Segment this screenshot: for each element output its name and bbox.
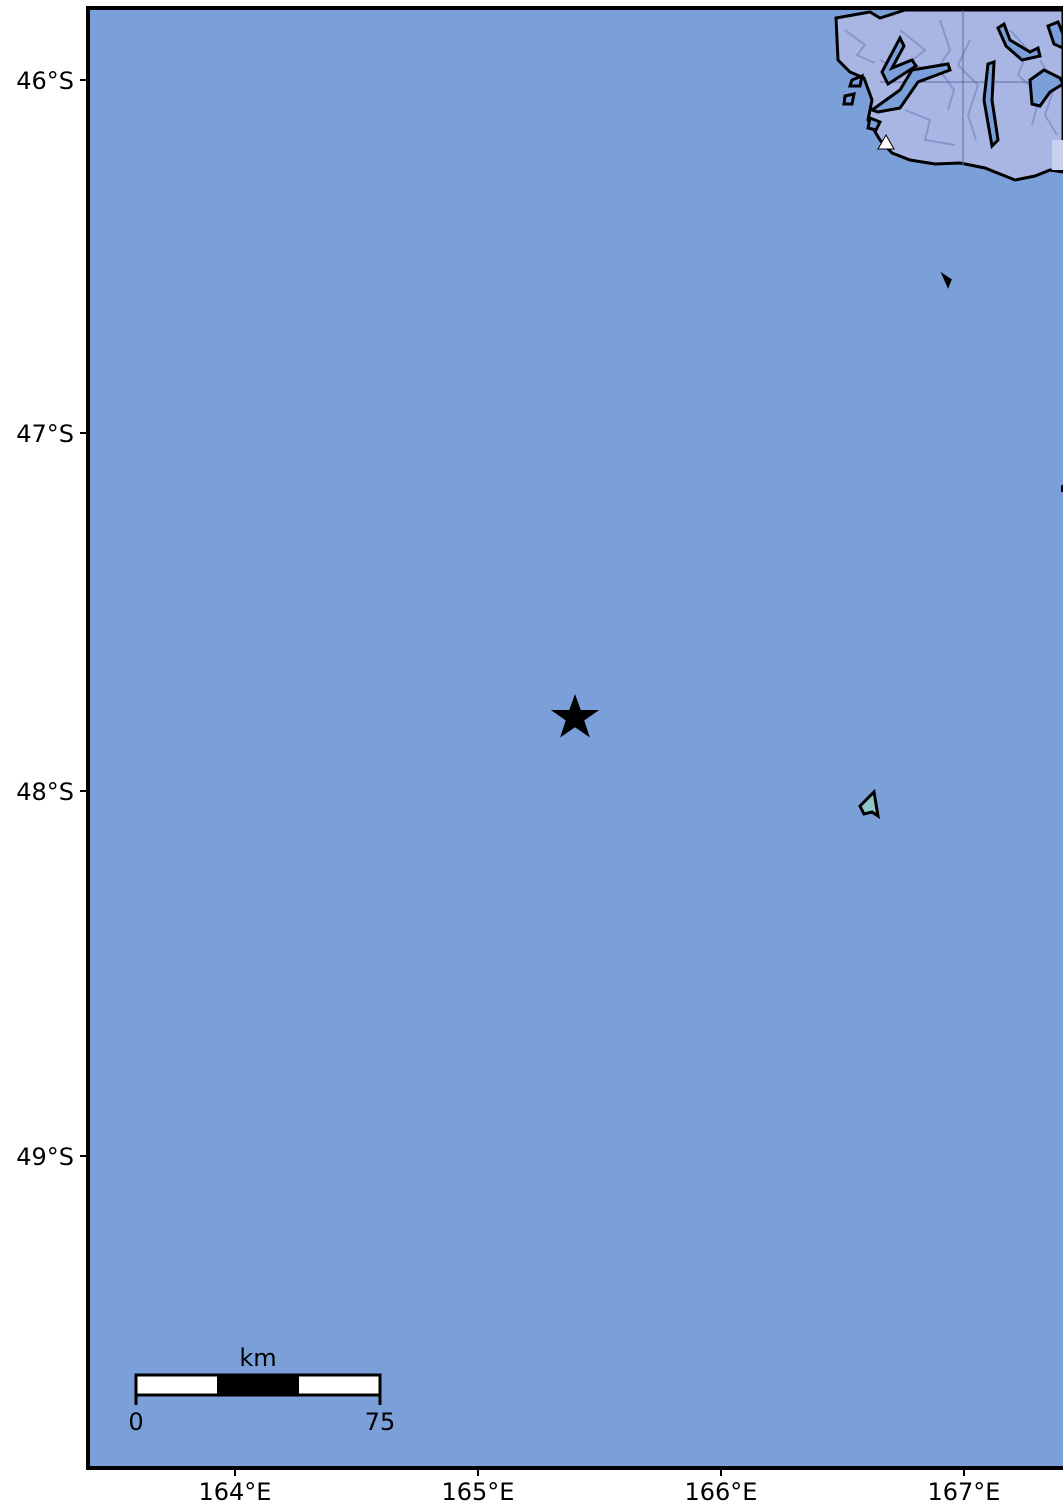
lat-label-47: 47°S — [16, 420, 74, 448]
land-mass — [834, 8, 1063, 182]
lon-label-166: 166°E — [685, 1478, 758, 1505]
scale-bar-segment — [217, 1375, 299, 1395]
scale-bar: km 0 75 — [128, 1344, 395, 1436]
lon-label-167: 167°E — [928, 1478, 1001, 1505]
lat-ticks — [80, 79, 88, 1157]
lat-label-48: 48°S — [16, 778, 74, 806]
lon-label-164: 164°E — [199, 1478, 272, 1505]
lon-ticks — [234, 1468, 965, 1476]
scale-unit: km — [239, 1344, 276, 1372]
lat-label-49: 49°S — [16, 1143, 74, 1171]
map-frame — [86, 6, 1063, 1470]
lat-label-46: 46°S — [16, 67, 74, 95]
scale-start-label: 0 — [128, 1408, 143, 1436]
scale-end-label: 75 — [365, 1408, 396, 1436]
lon-label-165: 165°E — [442, 1478, 515, 1505]
islet-southwest — [858, 788, 881, 820]
islet-small — [940, 271, 952, 289]
ocean-area — [88, 8, 1063, 1468]
epicenter-star-icon — [550, 694, 600, 738]
station-triangle-icon — [877, 133, 895, 150]
